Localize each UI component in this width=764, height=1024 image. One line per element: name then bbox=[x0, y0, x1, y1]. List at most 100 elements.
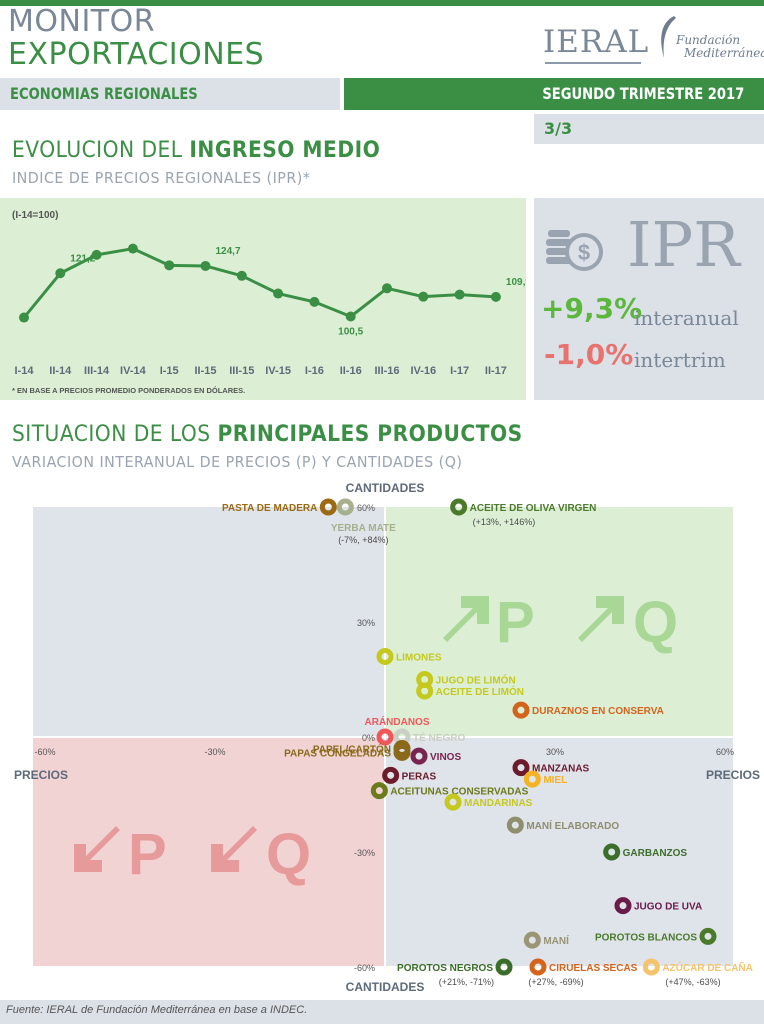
ipr-point bbox=[345, 311, 356, 322]
quadrant-up-p-label: P bbox=[496, 590, 535, 655]
ipr-interanual-value: +9,3% bbox=[541, 292, 643, 325]
section1-title-plain: EVOLUCION DEL bbox=[12, 138, 190, 163]
product-label: ACEITE DE LIMÓN bbox=[436, 685, 524, 698]
ieral-logo: IERAL bbox=[543, 24, 650, 60]
y-tick-label: 60% bbox=[357, 503, 375, 513]
x-tick-label: II-17 bbox=[485, 365, 507, 377]
product-label: YERBA MATE bbox=[331, 523, 396, 534]
product-point bbox=[523, 931, 541, 949]
product-label: DURAZNOS EN CONSERVA bbox=[532, 706, 664, 717]
fm-logo-line2: Mediterránea bbox=[684, 46, 764, 60]
ipr-intertrim-value: -1,0% bbox=[544, 338, 634, 371]
x-axis-title-right: PRECIOS bbox=[706, 768, 760, 782]
ipr-line-chart-panel bbox=[0, 198, 526, 400]
product-point bbox=[382, 766, 400, 784]
x-tick-label: IV-14 bbox=[120, 365, 147, 377]
y-tick-label: -30% bbox=[354, 848, 375, 858]
quadrant-up-q-label: Q bbox=[633, 590, 678, 655]
product-point bbox=[336, 498, 354, 516]
x-tick-label: II-16 bbox=[340, 365, 362, 377]
product-label: CIRUELAS SECAS bbox=[549, 963, 638, 974]
line-chart-footnote: * EN BASE A PRECIOS PROMEDIO PONDERADOS … bbox=[12, 386, 245, 395]
section2-title-bold: PRINCIPALES PRODUCTOS bbox=[217, 422, 523, 447]
x-tick-label: -60% bbox=[34, 747, 55, 757]
product-label: GARBANZOS bbox=[623, 848, 688, 859]
arrow-down-price-icon bbox=[74, 826, 120, 872]
ipr-data-label: 121,2 bbox=[70, 253, 95, 264]
section2-title-plain: SITUACION DE LOS bbox=[12, 422, 218, 447]
coins-dollar-icon: $ bbox=[546, 230, 603, 271]
product-label: JUGO DE LIMÓN bbox=[436, 674, 516, 687]
product-point bbox=[410, 747, 428, 765]
product-point bbox=[444, 793, 462, 811]
fundacion-mediterranea-logo-icon bbox=[661, 16, 676, 58]
line-chart-base-label: (I-14=100) bbox=[12, 210, 58, 221]
section1-title-bold: INGRESO MEDIO bbox=[189, 138, 381, 163]
ipr-point bbox=[418, 291, 429, 302]
ipr-point bbox=[19, 312, 29, 323]
product-label: ACEITE DE OLIVA VIRGEN bbox=[470, 503, 597, 514]
product-label: JUGO DE UVA bbox=[634, 902, 702, 913]
x-tick-label: I-14 bbox=[15, 365, 35, 377]
section-label: ECONOMIAS REGIONALES bbox=[10, 84, 198, 103]
section2-title: SITUACION DE LOS PRINCIPALES PRODUCTOS bbox=[12, 422, 523, 447]
ipr-point bbox=[164, 260, 175, 271]
product-label: MANDARINAS bbox=[464, 798, 533, 809]
fm-logo-line1: Fundación bbox=[676, 33, 741, 47]
arrow-up-quantity-icon bbox=[578, 596, 624, 642]
product-label: POROTOS BLANCOS bbox=[595, 932, 697, 943]
top-accent-bar bbox=[0, 0, 764, 6]
section1-title: EVOLUCION DEL INGRESO MEDIO bbox=[12, 138, 380, 163]
product-label: PAPEL/CARTÓN bbox=[313, 743, 391, 756]
footer-bar: Fuente: IERAL de Fundación Mediterránea … bbox=[0, 1000, 764, 1024]
period-label: SEGUNDO TRIMESTRE 2017 bbox=[542, 84, 744, 103]
product-label: MANÍ bbox=[543, 934, 569, 947]
x-tick-label: I-16 bbox=[305, 365, 324, 377]
y-axis-title-bottom: CANTIDADES bbox=[346, 980, 425, 994]
quadrant-lower-right bbox=[385, 737, 733, 966]
period-label-bar: SEGUNDO TRIMESTRE 2017 bbox=[344, 78, 764, 110]
quadrant-upper-left bbox=[33, 507, 385, 737]
x-tick-label: 30% bbox=[546, 747, 564, 757]
product-label: ACEITUNAS CONSERVADAS bbox=[390, 787, 528, 798]
ipr-intertrim-label: intertrim bbox=[634, 348, 726, 372]
product-label: AZÚCAR DE CAÑA bbox=[662, 961, 753, 974]
ipr-point bbox=[490, 291, 501, 302]
product-point bbox=[512, 759, 530, 777]
product-value-note: (-7%, +84%) bbox=[338, 535, 388, 545]
x-tick-label: II-14 bbox=[49, 365, 72, 377]
ipr-point bbox=[236, 270, 247, 281]
y-tick-label: -60% bbox=[354, 963, 375, 973]
product-point bbox=[416, 682, 434, 700]
product-point bbox=[603, 843, 621, 861]
x-axis-title-left: PRECIOS bbox=[14, 768, 68, 782]
x-tick-label: III-15 bbox=[229, 365, 254, 377]
product-point bbox=[495, 958, 513, 976]
y-tick-label: 30% bbox=[357, 618, 375, 628]
ipr-data-label: 100,5 bbox=[338, 327, 363, 338]
product-point bbox=[319, 498, 337, 516]
ipr-point bbox=[55, 268, 66, 279]
ipr-point bbox=[91, 249, 102, 260]
product-label: MANÍ ELABORADO bbox=[526, 819, 619, 832]
page-label: 3/3 bbox=[544, 119, 573, 138]
product-value-note: (+47%, -63%) bbox=[665, 977, 720, 987]
ipr-interanual-label: interanual bbox=[634, 306, 739, 330]
quadrant-upper-right bbox=[385, 507, 733, 737]
ipr-point bbox=[127, 243, 138, 254]
y-tick-label: 0% bbox=[362, 733, 375, 743]
product-label: VINOS bbox=[430, 752, 461, 763]
ipr-point bbox=[273, 288, 284, 299]
product-point bbox=[376, 728, 394, 746]
product-value-note: (+21%, -71%) bbox=[439, 977, 494, 987]
product-label: MIEL bbox=[543, 775, 567, 786]
arrow-down-quantity-icon bbox=[211, 826, 257, 872]
product-value-note: (+27%, -69%) bbox=[528, 977, 583, 987]
svg-text:$: $ bbox=[578, 240, 590, 265]
ipr-series-line bbox=[22, 247, 496, 319]
product-point bbox=[506, 816, 524, 834]
product-point bbox=[512, 701, 530, 719]
product-point bbox=[529, 958, 547, 976]
report-title-line2: EXPORTACIONES bbox=[8, 37, 265, 72]
arrow-up-price-icon bbox=[443, 596, 489, 642]
